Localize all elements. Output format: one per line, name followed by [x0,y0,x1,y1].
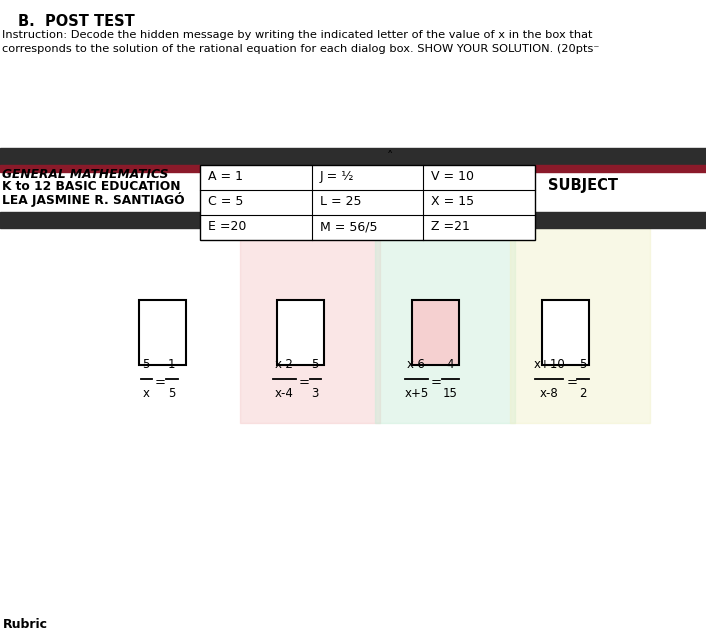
Text: x-6: x-6 [407,358,426,371]
Text: 4: 4 [446,358,454,371]
Text: C = 5: C = 5 [208,195,244,208]
Text: 5: 5 [168,387,175,400]
Bar [0,165,200,172]
Text: x-2: x-2 [275,358,294,371]
Bar [0,212,706,228]
Text: X = 15: X = 15 [431,195,474,208]
Text: 15: 15 [443,387,457,400]
Bar [139,300,186,365]
Text: SUBJECT: SUBJECT [548,178,618,193]
Text: x+10: x+10 [533,358,565,371]
Text: Z =21: Z =21 [431,220,470,233]
Text: x-4: x-4 [275,387,294,400]
Text: Instruction: Decode the hidden message by writing the indicated letter of the va: Instruction: Decode the hidden message b… [2,30,592,40]
Text: Rubric: Rubric [3,618,48,631]
Bar [412,300,459,365]
Bar [542,300,589,365]
Text: 2: 2 [579,387,587,400]
Bar [535,165,706,172]
Text: =: = [566,376,578,389]
Text: 5: 5 [580,358,587,371]
Text: 1: 1 [168,358,176,371]
Bar [0,148,706,165]
Text: =: = [431,376,442,389]
Text: GENERAL MATHEMATICS: GENERAL MATHEMATICS [2,168,169,181]
Bar [200,165,535,240]
Text: 3: 3 [311,387,319,400]
Text: LEA JASMINE R. SANTIAGÓ: LEA JASMINE R. SANTIAGÓ [2,192,185,207]
Text: x+5: x+5 [405,387,429,400]
Text: corresponds to the solution of the rational equation for each dialog box. SHOW Y: corresponds to the solution of the ratio… [2,44,599,54]
Text: =: = [299,376,309,389]
Bar [375,228,515,423]
Text: x: x [143,387,150,400]
Text: V = 10: V = 10 [431,170,474,183]
Bar [277,300,324,365]
Text: =: = [155,376,166,389]
Text: A = 1: A = 1 [208,170,243,183]
Bar [510,228,650,423]
Text: B.  POST TEST: B. POST TEST [18,14,135,29]
Text: 5: 5 [311,358,319,371]
Text: E =20: E =20 [208,220,246,233]
Text: x-8: x-8 [540,387,558,400]
Text: M = 56/5: M = 56/5 [320,220,377,233]
Bar [240,228,380,423]
Text: K to 12 BASIC EDUCATION: K to 12 BASIC EDUCATION [2,180,181,193]
Text: L = 25: L = 25 [320,195,361,208]
Text: ˄: ˄ [387,150,393,163]
Text: J = ½: J = ½ [320,170,354,183]
Text: 5: 5 [143,358,150,371]
